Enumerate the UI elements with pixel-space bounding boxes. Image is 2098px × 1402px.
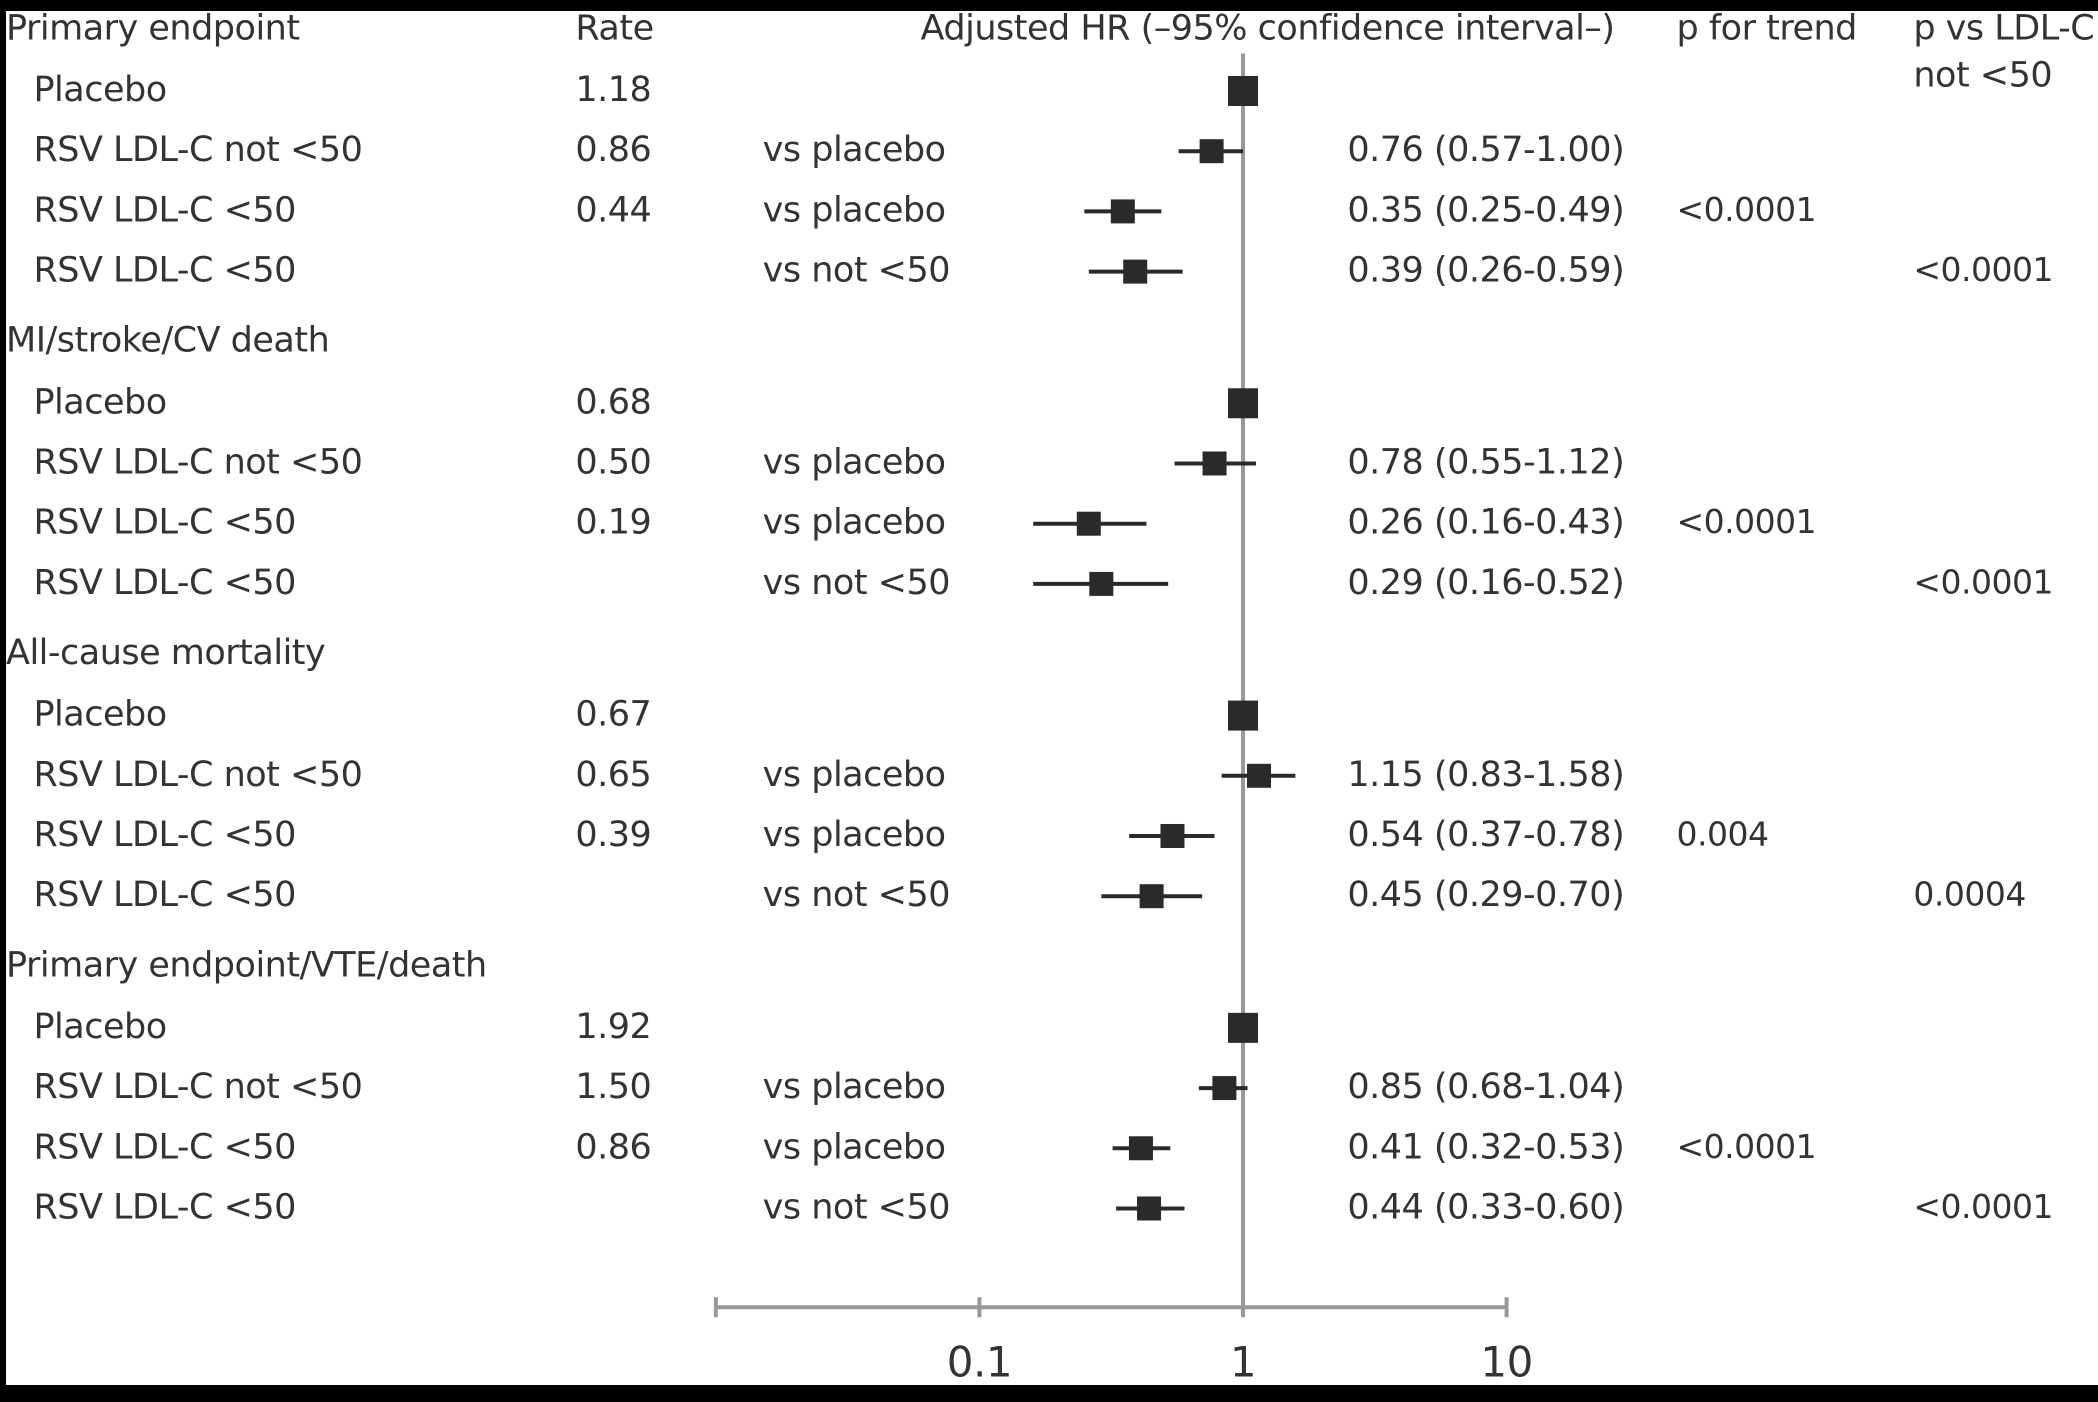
- comparison: vs not <50: [763, 875, 950, 915]
- hr-marker: [1228, 700, 1259, 731]
- comparison: vs not <50: [763, 563, 950, 603]
- hr-label: 0.76 (0.57-1.00): [1347, 130, 1624, 170]
- p-vs: <0.0001: [1913, 250, 2053, 289]
- p-vs: <0.0001: [1913, 562, 2053, 601]
- row-label: Placebo: [33, 1007, 166, 1047]
- row-label: Placebo: [33, 70, 166, 110]
- section-title: Primary endpoint: [6, 8, 300, 48]
- column-header: p vs LDL-C: [1913, 8, 2094, 48]
- comparison: vs placebo: [763, 1067, 946, 1107]
- row-label: RSV LDL-C <50: [33, 1187, 296, 1227]
- hr-marker: [1123, 259, 1148, 284]
- rate: 0.39: [575, 815, 651, 855]
- rate: 0.86: [575, 1127, 651, 1167]
- comparison: vs placebo: [763, 442, 946, 482]
- hr-marker: [1247, 763, 1272, 788]
- row-label: RSV LDL-C <50: [33, 1127, 296, 1167]
- hr-marker: [1202, 451, 1227, 476]
- comparison: vs placebo: [763, 130, 946, 170]
- hr-marker: [1076, 511, 1101, 536]
- hr-label: 0.26 (0.16-0.43): [1347, 503, 1624, 543]
- p-trend: 0.004: [1677, 814, 1769, 853]
- row-label: Placebo: [33, 382, 166, 422]
- column-header: p for trend: [1677, 8, 1857, 48]
- hr-marker: [1199, 139, 1224, 164]
- p-vs: 0.0004: [1913, 875, 2025, 914]
- hr-marker: [1137, 1196, 1162, 1221]
- hr-label: 0.45 (0.29-0.70): [1347, 875, 1624, 915]
- column-header: Adjusted HR (–95% confidence interval–): [921, 8, 1615, 48]
- p-trend: <0.0001: [1677, 1127, 1817, 1166]
- hr-label: 0.44 (0.33-0.60): [1347, 1187, 1624, 1227]
- section-title: Primary endpoint/VTE/death: [6, 945, 487, 985]
- rate: 0.86: [575, 130, 651, 170]
- p-trend: <0.0001: [1677, 190, 1817, 229]
- comparison: vs placebo: [763, 190, 946, 230]
- column-header: Rate: [575, 8, 653, 48]
- hr-marker: [1212, 1076, 1237, 1101]
- hr-marker: [1139, 884, 1164, 909]
- hr-label: 0.29 (0.16-0.52): [1347, 563, 1624, 603]
- hr-marker: [1228, 75, 1259, 106]
- hr-label: 0.35 (0.25-0.49): [1347, 190, 1624, 230]
- hr-marker: [1228, 1012, 1259, 1043]
- panel: [6, 11, 2098, 1385]
- row-label: RSV LDL-C not <50: [33, 130, 362, 170]
- hr-label: 0.78 (0.55-1.12): [1347, 442, 1624, 482]
- rate: 0.19: [575, 503, 651, 543]
- p-trend: <0.0001: [1677, 502, 1817, 541]
- comparison: vs not <50: [763, 1187, 950, 1227]
- hr-marker: [1228, 388, 1259, 419]
- rate: 1.50: [575, 1067, 651, 1107]
- hr-label: 1.15 (0.83-1.58): [1347, 755, 1624, 795]
- hr-label: 0.39 (0.26-0.59): [1347, 251, 1624, 291]
- row-label: RSV LDL-C <50: [33, 190, 296, 230]
- row-label: RSV LDL-C not <50: [33, 1067, 362, 1107]
- row-label: RSV LDL-C not <50: [33, 442, 362, 482]
- comparison: vs placebo: [763, 1127, 946, 1167]
- rate: 0.44: [575, 190, 651, 230]
- hr-label: 0.54 (0.37-0.78): [1347, 815, 1624, 855]
- rate: 1.18: [575, 70, 651, 110]
- row-label: Placebo: [33, 695, 166, 735]
- section-title: MI/stroke/CV death: [6, 321, 329, 361]
- row-label: RSV LDL-C <50: [33, 503, 296, 543]
- comparison: vs placebo: [763, 815, 946, 855]
- rate: 0.68: [575, 382, 651, 422]
- row-label: RSV LDL-C <50: [33, 251, 296, 291]
- hr-label: 0.85 (0.68-1.04): [1347, 1067, 1624, 1107]
- p-vs: <0.0001: [1913, 1187, 2053, 1226]
- rate: 0.65: [575, 755, 651, 795]
- hr-marker: [1089, 571, 1114, 596]
- hr-marker: [1110, 199, 1135, 224]
- section-title: All-cause mortality: [6, 633, 325, 673]
- hr-marker: [1160, 823, 1185, 848]
- x-tick-label: 0.1: [947, 1337, 1012, 1386]
- x-tick-label: 10: [1480, 1337, 1532, 1386]
- row-label: RSV LDL-C <50: [33, 563, 296, 603]
- row-label: RSV LDL-C <50: [33, 875, 296, 915]
- row-label: RSV LDL-C <50: [33, 815, 296, 855]
- rate: 1.92: [575, 1007, 651, 1047]
- rate: 0.50: [575, 442, 651, 482]
- hr-marker: [1128, 1136, 1153, 1161]
- comparison: vs not <50: [763, 251, 950, 291]
- comparison: vs placebo: [763, 503, 946, 543]
- column-header: not <50: [1913, 55, 2052, 95]
- comparison: vs placebo: [763, 755, 946, 795]
- row-label: RSV LDL-C not <50: [33, 755, 362, 795]
- rate: 0.67: [575, 695, 651, 735]
- hr-label: 0.41 (0.32-0.53): [1347, 1127, 1624, 1167]
- x-tick-label: 1: [1230, 1337, 1256, 1386]
